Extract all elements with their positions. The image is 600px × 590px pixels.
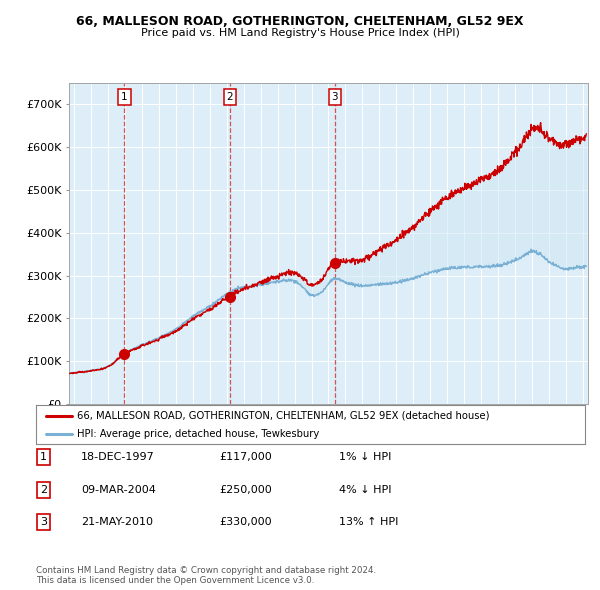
Text: 3: 3: [332, 92, 338, 102]
Text: Price paid vs. HM Land Registry's House Price Index (HPI): Price paid vs. HM Land Registry's House …: [140, 28, 460, 38]
Text: £250,000: £250,000: [219, 485, 272, 494]
Text: 4% ↓ HPI: 4% ↓ HPI: [339, 485, 391, 494]
Text: 18-DEC-1997: 18-DEC-1997: [81, 453, 155, 462]
Text: 1: 1: [121, 92, 128, 102]
Text: 66, MALLESON ROAD, GOTHERINGTON, CHELTENHAM, GL52 9EX: 66, MALLESON ROAD, GOTHERINGTON, CHELTEN…: [76, 15, 524, 28]
Text: 66, MALLESON ROAD, GOTHERINGTON, CHELTENHAM, GL52 9EX (detached house): 66, MALLESON ROAD, GOTHERINGTON, CHELTEN…: [77, 411, 490, 421]
Text: 1: 1: [40, 453, 47, 462]
Text: 1% ↓ HPI: 1% ↓ HPI: [339, 453, 391, 462]
Text: 3: 3: [40, 517, 47, 527]
Text: 13% ↑ HPI: 13% ↑ HPI: [339, 517, 398, 527]
Text: £330,000: £330,000: [219, 517, 272, 527]
Text: Contains HM Land Registry data © Crown copyright and database right 2024.
This d: Contains HM Land Registry data © Crown c…: [36, 566, 376, 585]
Text: 21-MAY-2010: 21-MAY-2010: [81, 517, 153, 527]
Text: £117,000: £117,000: [219, 453, 272, 462]
Text: 2: 2: [226, 92, 233, 102]
Text: 09-MAR-2004: 09-MAR-2004: [81, 485, 156, 494]
Text: 2: 2: [40, 485, 47, 494]
Text: HPI: Average price, detached house, Tewkesbury: HPI: Average price, detached house, Tewk…: [77, 429, 319, 439]
